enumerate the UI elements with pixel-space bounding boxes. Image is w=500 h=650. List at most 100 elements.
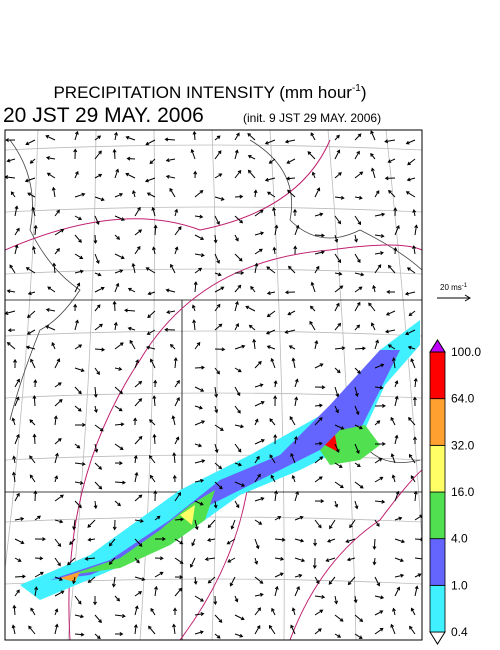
wind-arrow	[114, 386, 123, 395]
wind-arrow	[374, 251, 384, 256]
wind-arrow	[314, 187, 321, 198]
wind-arrow	[314, 265, 320, 274]
wind-arrow	[345, 538, 356, 544]
colorbar-segment	[429, 351, 446, 400]
wind-arrow	[268, 624, 276, 635]
wind-arrow	[294, 585, 300, 597]
wind-arrow	[34, 556, 44, 561]
wind-arrow	[234, 481, 246, 487]
wind-arrow	[29, 158, 36, 164]
wind-arrow	[234, 386, 241, 397]
wind-arrow	[54, 382, 62, 388]
wind-arrow	[214, 253, 220, 264]
wind-arrow	[314, 456, 324, 464]
wind-arrow	[146, 345, 156, 350]
wind-arrow	[354, 367, 361, 374]
wind-arrow	[194, 500, 204, 506]
coastline	[9, 139, 81, 421]
wind-arrow	[147, 291, 156, 296]
wind-arrow	[114, 631, 124, 636]
wind-arrow	[114, 193, 124, 198]
wind-arrow	[274, 516, 282, 521]
wind-arrow	[54, 438, 62, 445]
wind-arrow	[314, 609, 324, 616]
wind-arrow	[334, 172, 342, 179]
wind-arrow	[134, 557, 140, 564]
wind-arrow	[234, 234, 239, 242]
wind-arrow	[113, 321, 118, 331]
wind-arrow	[354, 234, 358, 243]
wind-arrow	[94, 173, 103, 179]
wind-arrow	[388, 189, 396, 198]
wind-arrow	[5, 138, 16, 143]
wind-arrow	[74, 500, 82, 509]
wind-arrow	[407, 158, 416, 166]
wind-arrow	[214, 272, 222, 277]
wind-arrow	[153, 379, 158, 388]
wind-arrow	[149, 419, 156, 426]
wind-arrow	[147, 310, 156, 319]
wind-arrow	[254, 248, 263, 255]
wind-arrow	[74, 405, 82, 412]
precip-area	[180, 505, 195, 525]
wind-arrow	[114, 500, 121, 507]
wind-arrow	[412, 208, 417, 217]
wind-arrow	[94, 304, 101, 312]
wind-arrow	[404, 291, 416, 296]
wind-arrow	[290, 624, 296, 635]
wind-arrow	[114, 595, 121, 602]
wind-arrow	[204, 557, 216, 562]
wind-arrow	[112, 300, 117, 312]
wind-arrow	[334, 215, 342, 225]
wind-arrow	[254, 496, 265, 502]
wind-arrow	[134, 229, 143, 236]
wind-arrow	[114, 422, 125, 427]
wind-arrow	[27, 310, 36, 319]
wind-arrow	[408, 310, 416, 317]
colorbar-label: 4.0	[451, 532, 468, 546]
wind-arrow	[294, 538, 305, 543]
wind-arrow	[94, 323, 103, 331]
wind-arrow	[314, 576, 320, 585]
wind-arrow	[266, 345, 276, 350]
wind-arrow	[374, 190, 380, 198]
wind-arrow	[146, 192, 156, 198]
wind-arrow	[334, 134, 340, 141]
wind-arrow	[174, 379, 180, 388]
wind-arrow	[54, 247, 60, 255]
wind-arrow	[226, 538, 236, 545]
wind-arrow	[287, 310, 296, 316]
wind-arrow	[74, 386, 82, 395]
wind-arrow	[25, 345, 36, 350]
wind-arrow	[314, 233, 325, 238]
wind-arrow	[372, 284, 376, 293]
wind-arrow	[207, 538, 216, 542]
wind-arrow	[374, 403, 386, 408]
wind-arrow	[314, 476, 323, 483]
wind-arrow	[386, 289, 396, 294]
wind-arrow	[314, 594, 326, 599]
wind-arrow	[314, 340, 319, 350]
wind-arrow	[6, 289, 16, 294]
wind-arrow	[145, 139, 156, 146]
wind-arrow	[412, 396, 417, 407]
latitude-line	[5, 144, 422, 151]
wind-arrow	[274, 537, 286, 542]
wind-arrow	[374, 234, 385, 238]
wind-arrow	[93, 595, 97, 606]
wind-arrow	[74, 234, 82, 243]
wind-arrow	[288, 345, 296, 350]
wind-arrow	[229, 576, 236, 587]
wind-arrow	[272, 246, 277, 255]
wind-arrow	[74, 269, 84, 274]
wind-arrow	[230, 519, 236, 530]
wind-arrow	[191, 538, 196, 547]
colorbar-segment	[429, 444, 446, 493]
wind-arrow	[14, 574, 26, 579]
wind-arrow	[74, 480, 84, 485]
wind-arrow	[87, 537, 96, 542]
wind-arrow	[12, 604, 17, 616]
latitude-line	[5, 454, 422, 461]
wind-arrow	[54, 576, 63, 581]
wind-arrow	[30, 607, 36, 616]
